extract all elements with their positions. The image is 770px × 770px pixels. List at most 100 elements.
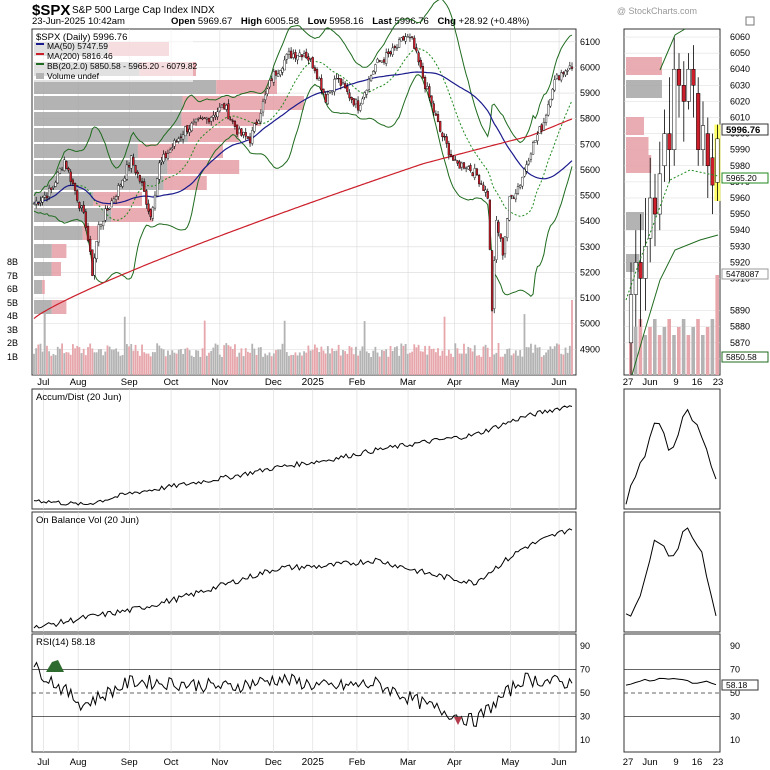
volume-bar <box>506 349 509 375</box>
candle-body <box>48 187 51 197</box>
volume-bar <box>240 348 243 375</box>
candle-body <box>549 98 552 107</box>
price-axis-label: 5600 <box>580 165 600 175</box>
inset-volume-bar <box>662 327 667 375</box>
inset-candle-body <box>681 85 686 102</box>
candle-body <box>443 136 446 138</box>
candle-body <box>119 184 122 187</box>
inset-volume-bar <box>633 327 638 375</box>
inset-price-label: 5930 <box>730 241 750 251</box>
volume-bar <box>404 343 407 375</box>
volume-bar <box>156 343 159 375</box>
candle-body <box>220 104 224 108</box>
volume-bar <box>467 346 470 375</box>
candle-body <box>525 164 528 172</box>
candle-body <box>514 193 517 200</box>
candle-body <box>229 119 232 121</box>
last-price-tag-text: 5996.76 <box>726 125 760 136</box>
price-axis-label: 6100 <box>580 37 600 47</box>
candle-body <box>372 71 375 75</box>
volume-bar <box>298 352 301 375</box>
volume-bar <box>534 344 537 375</box>
volume-bar <box>387 356 390 375</box>
inset-candle-body <box>686 68 691 102</box>
candle-body <box>190 122 193 132</box>
volume-bar <box>123 316 126 375</box>
candle-body <box>210 117 213 122</box>
volume-bar <box>305 352 308 375</box>
volume-bar <box>536 347 539 375</box>
vbp-bar-down <box>167 160 240 174</box>
index-name: S&P 500 Large Cap Index INDX <box>72 5 215 16</box>
volume-bar <box>253 348 256 375</box>
candle-body <box>123 178 126 182</box>
rsi-tag <box>721 679 759 691</box>
price-axis-label: 5900 <box>580 88 600 98</box>
volume-bar <box>434 352 437 375</box>
inset-x-label-bottom: Jun <box>642 757 657 768</box>
candle-body <box>335 77 338 80</box>
inset-vbp-bar <box>626 80 662 98</box>
inset-price-label: 5940 <box>730 225 750 235</box>
volume-axis-label: 1B <box>7 352 18 362</box>
candle-body <box>39 200 42 203</box>
volume-bar <box>188 350 191 375</box>
settings-icon[interactable] <box>745 16 755 26</box>
inset-volume-bar <box>710 319 715 375</box>
candle-body <box>102 221 105 227</box>
candle-body <box>445 136 448 144</box>
volume-bar <box>409 352 411 375</box>
volume-bar <box>543 355 545 375</box>
candle-body <box>290 50 293 59</box>
vbp-bar-up <box>34 96 183 110</box>
legend-volume-swatch <box>36 73 44 79</box>
volume-bar <box>141 344 143 375</box>
volume-bar <box>357 355 359 375</box>
ma50-line <box>33 71 573 205</box>
candle-body <box>382 59 386 63</box>
volume-bar <box>65 352 68 375</box>
candle-body <box>503 236 507 255</box>
volume-bar <box>469 348 472 375</box>
volume-bar <box>147 353 150 375</box>
vbp-bar-up <box>34 280 43 294</box>
candle-body <box>127 165 131 168</box>
candle-body <box>387 51 390 54</box>
candle-body <box>35 200 38 205</box>
volume-bar <box>437 348 439 375</box>
volume-bar <box>378 356 381 375</box>
candle-body <box>201 118 204 120</box>
inset-price-label: 6010 <box>730 113 750 123</box>
candle-body <box>264 94 267 101</box>
price-axis-label: 5500 <box>580 191 600 201</box>
volume-bar <box>348 346 351 375</box>
volume-bar <box>76 345 79 375</box>
rsi-inset-axis-label: 70 <box>730 664 740 674</box>
volume-bar <box>208 352 210 375</box>
candle-body <box>294 52 297 59</box>
candle-body <box>298 52 301 57</box>
inset-candle-body <box>691 68 696 86</box>
volume-bar <box>313 344 316 375</box>
candle-body <box>95 241 98 260</box>
volume-axis-label: 2B <box>7 338 18 348</box>
candle-body <box>510 194 513 197</box>
candle-body <box>125 164 129 180</box>
volume-bar <box>426 354 429 375</box>
volume-bar <box>180 349 182 375</box>
volume-bar <box>527 347 530 375</box>
candle-body <box>328 90 332 93</box>
candle-body <box>37 202 40 205</box>
volume-bar <box>350 347 353 375</box>
volume-bar <box>391 350 394 375</box>
candle-body <box>540 124 543 131</box>
candle-body <box>251 130 254 144</box>
volume-bar <box>333 350 336 375</box>
candle-body <box>78 201 81 209</box>
volume-bar <box>486 347 489 375</box>
volume-bar <box>82 348 85 375</box>
volume-bar <box>132 350 135 375</box>
volume-bar <box>154 352 156 375</box>
volume-bar <box>519 350 522 375</box>
candle-body <box>207 118 211 123</box>
